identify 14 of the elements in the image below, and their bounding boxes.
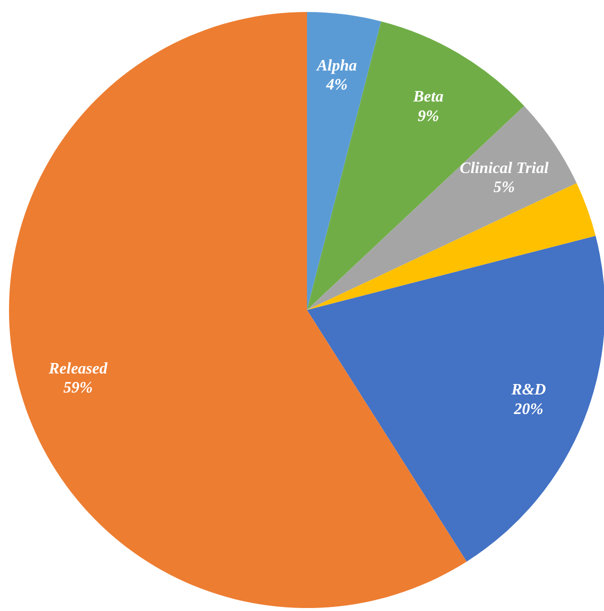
data-label: 59% bbox=[63, 380, 93, 397]
slice-label: R&D bbox=[510, 382, 546, 399]
slice-label: Released bbox=[48, 360, 108, 378]
data-label: 20% bbox=[512, 400, 544, 418]
data-label: 4% bbox=[325, 76, 348, 94]
slice-label: Alpha bbox=[316, 57, 357, 74]
data-label: 9% bbox=[418, 108, 440, 125]
slice-label: Beta bbox=[412, 88, 444, 106]
slice-label: Clinical Trial bbox=[460, 160, 550, 177]
pie-slice bbox=[307, 183, 596, 310]
pie-slice bbox=[307, 12, 382, 310]
pie-slice bbox=[307, 236, 604, 562]
pie-slice bbox=[307, 106, 577, 310]
data-label: 5% bbox=[494, 179, 515, 196]
